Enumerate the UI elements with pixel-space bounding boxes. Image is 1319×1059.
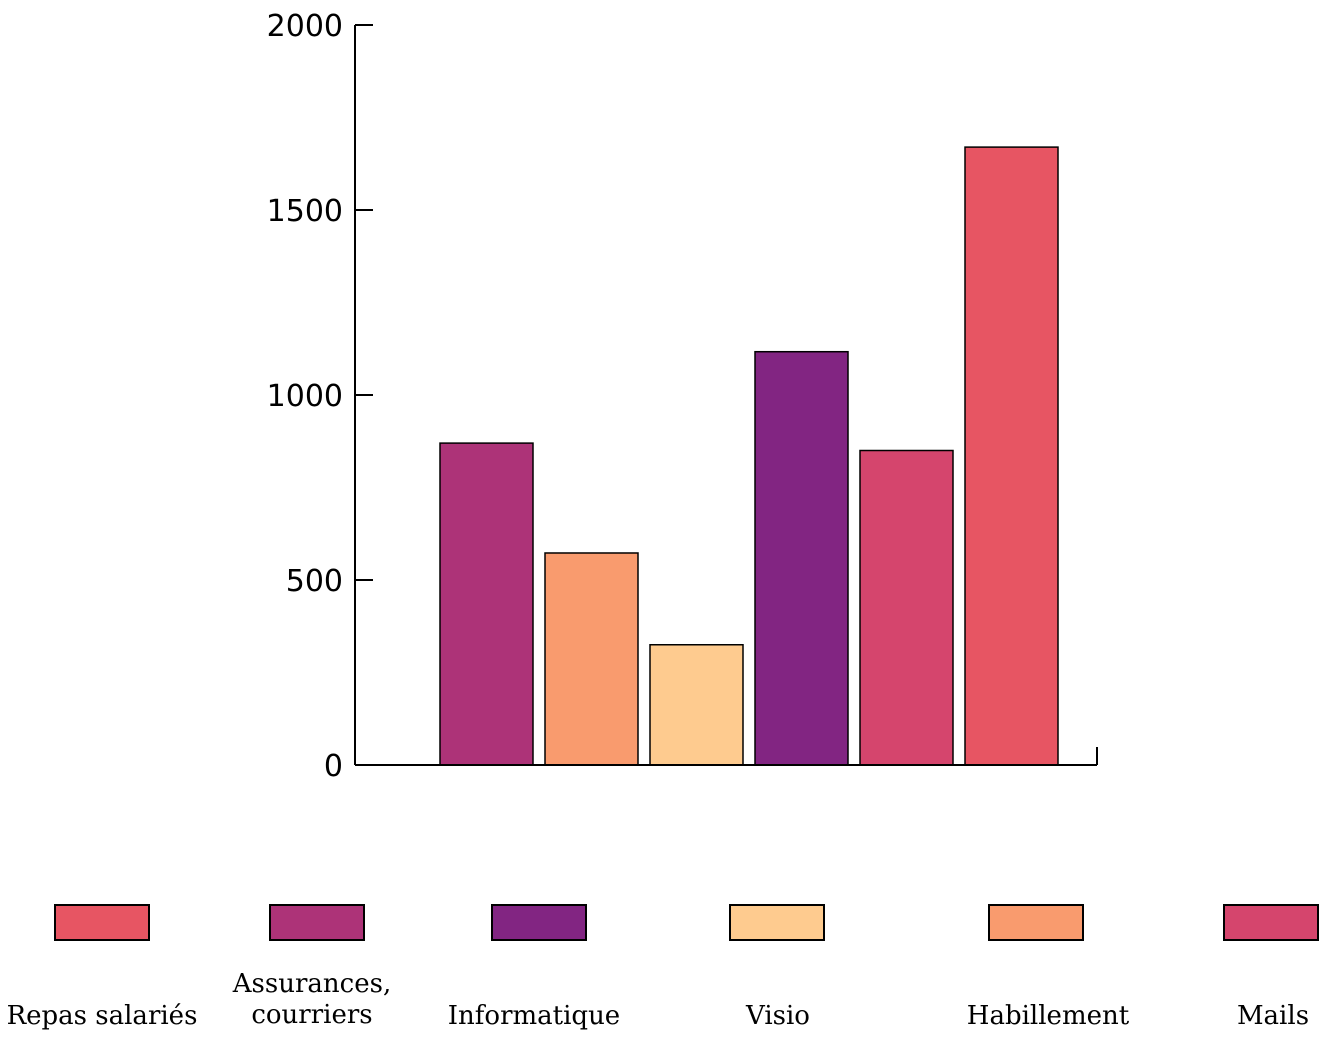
legend-swatch bbox=[269, 904, 365, 941]
y-tick-label: 1000 bbox=[267, 379, 343, 414]
bars-group bbox=[439, 146, 1059, 766]
bar bbox=[754, 350, 849, 766]
bar bbox=[964, 146, 1059, 766]
legend-group: Repas salariés Assurances, courriers Inform… bbox=[7, 904, 1319, 1031]
legend-swatch bbox=[729, 904, 825, 941]
y-tick-label: 2000 bbox=[267, 9, 343, 44]
legend-label: Repas salariés bbox=[7, 1001, 198, 1031]
legend-swatch bbox=[54, 904, 150, 941]
legend-label: Mails bbox=[1237, 1001, 1309, 1031]
legend-label: Habillement bbox=[967, 1001, 1130, 1031]
legend-label: Assurances, courriers bbox=[232, 969, 391, 1030]
axes-group: 0 500 1000 1500 2000 bbox=[267, 9, 1098, 784]
legend-swatch bbox=[1223, 904, 1319, 941]
legend-swatch bbox=[491, 904, 587, 941]
legend-swatch bbox=[988, 904, 1084, 941]
legend-label: Informatique bbox=[448, 1001, 620, 1031]
bar bbox=[439, 442, 534, 766]
bar bbox=[859, 449, 954, 766]
y-tick-label: 0 bbox=[324, 749, 343, 784]
bar bbox=[649, 644, 744, 766]
bar bbox=[544, 552, 639, 766]
y-tick-label: 500 bbox=[286, 564, 343, 599]
y-tick-label: 1500 bbox=[267, 194, 343, 229]
legend-label: Visio bbox=[745, 1001, 810, 1031]
